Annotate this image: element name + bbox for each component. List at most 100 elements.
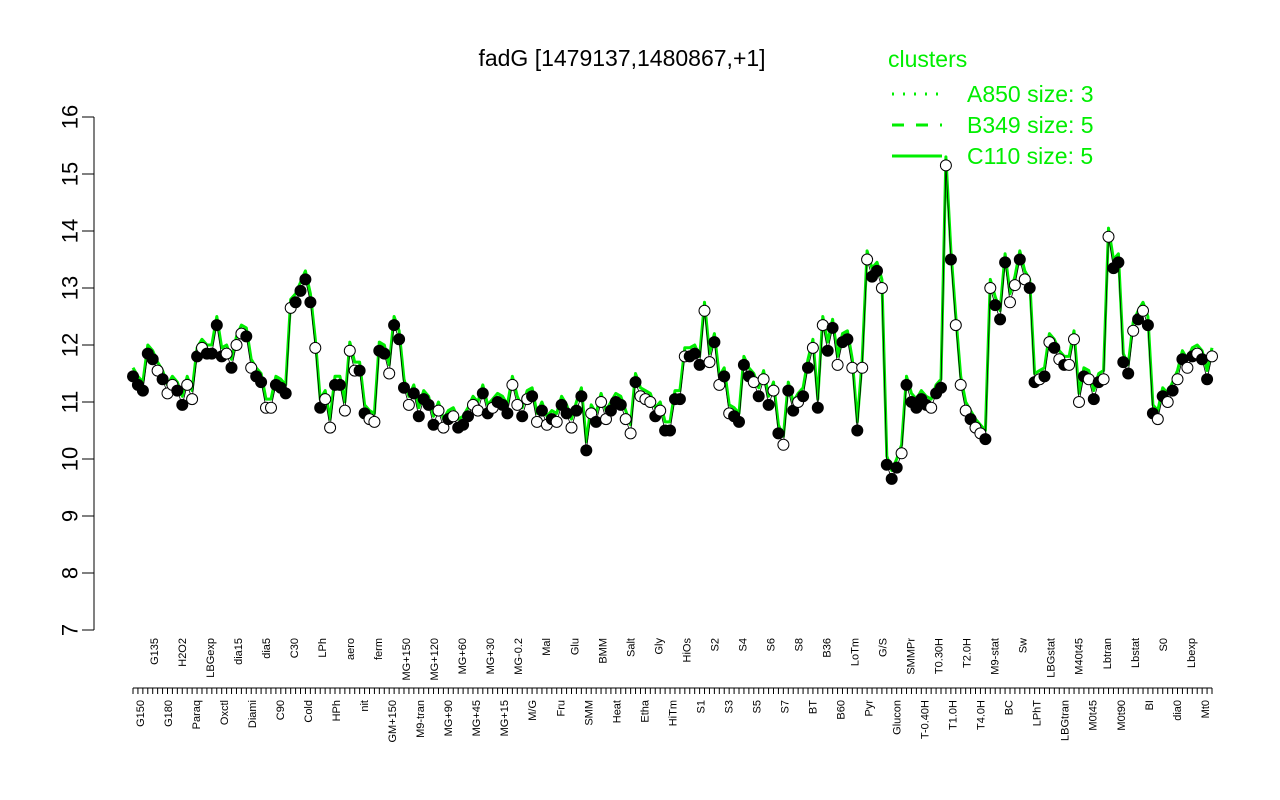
data-point <box>629 376 642 389</box>
data-point <box>737 358 750 371</box>
data-point <box>856 361 869 374</box>
data-point <box>708 336 721 349</box>
x-tick-label: MG+60 <box>457 638 469 674</box>
y-tick-label: 15 <box>58 162 83 186</box>
legend-title: clusters <box>888 46 967 72</box>
data-point <box>1206 350 1218 363</box>
data-point <box>797 390 810 403</box>
data-point <box>1102 230 1115 243</box>
data-point <box>353 364 366 377</box>
x-tick-label: B60 <box>836 700 848 720</box>
data-point <box>1068 333 1080 346</box>
data-point <box>688 347 701 360</box>
data-point <box>575 390 588 403</box>
data-point <box>1063 358 1076 371</box>
x-axis: G150 G135 G180 H2O2 Paraq LBGexp Oxctl dia15 Dia… <box>132 638 1213 743</box>
data-point <box>1201 373 1214 386</box>
y-tick-label: 16 <box>58 105 83 129</box>
x-tick-label: BI <box>1144 700 1156 710</box>
data-point <box>875 282 888 294</box>
data-point <box>1097 373 1110 386</box>
data-point <box>476 387 489 400</box>
x-tick-label: S0 <box>1158 638 1170 651</box>
x-tick-label: HiOs <box>681 638 693 663</box>
x-tick-label: T0.30H <box>934 638 946 674</box>
data-point <box>644 396 657 408</box>
data-point <box>806 341 819 354</box>
data-point <box>462 410 474 423</box>
y-axis: 7 8 9 10 11 12 13 14 15 16 <box>58 105 95 636</box>
data-point <box>550 415 563 428</box>
data-point <box>205 347 218 360</box>
data-point <box>1196 353 1209 366</box>
data-point <box>999 256 1012 269</box>
y-tick-label: 12 <box>58 333 83 357</box>
legend: clusters A850 size: 3 B349 size: 5 C110 … <box>888 46 1094 169</box>
data-point <box>319 393 332 406</box>
x-tick-label: SMMPr <box>906 638 918 675</box>
x-tick-label: C90 <box>275 700 287 720</box>
x-tick-label: S8 <box>793 638 805 651</box>
data-point <box>338 404 351 417</box>
y-tick-label: 7 <box>58 624 83 636</box>
x-tick-label: Fru <box>555 700 567 717</box>
data-point <box>333 378 346 391</box>
x-tick-label: Cold <box>303 700 315 723</box>
data-point <box>673 393 686 406</box>
series-line-c110 <box>131 155 1214 472</box>
data-point <box>831 358 844 371</box>
data-point <box>1013 253 1026 266</box>
data-point <box>767 384 780 397</box>
data-point <box>1082 373 1095 386</box>
y-tick-label: 13 <box>58 276 83 300</box>
x-tick-label: M40t45 <box>1074 638 1086 675</box>
x-tick-label: M9-tran <box>415 700 427 738</box>
data-point <box>299 273 312 286</box>
data-point <box>762 398 775 411</box>
data-point <box>393 333 406 346</box>
data-point <box>821 344 834 357</box>
x-tick-label: T-0.40H <box>920 700 932 739</box>
x-tick-label: Paraq <box>191 700 203 729</box>
data-point <box>181 378 194 391</box>
x-tick-label: dia15 <box>233 638 245 665</box>
x-tick-label: S7 <box>779 700 791 713</box>
x-tick-label: Oxctl <box>219 700 231 725</box>
data-point <box>1112 256 1125 269</box>
data-point <box>895 447 908 460</box>
x-tick-label: MG+90 <box>443 700 455 736</box>
y-tick-label: 11 <box>58 391 83 414</box>
data-point <box>703 356 716 369</box>
x-tick-label: S3 <box>723 700 735 713</box>
data-point <box>846 361 859 374</box>
data-point <box>1151 413 1164 426</box>
data-point <box>925 401 938 414</box>
legend-entry-a850: A850 size: 3 <box>967 81 1094 107</box>
data-point <box>890 461 903 474</box>
x-tick-label: T2.0H <box>962 638 974 668</box>
x-tick-label: BT <box>807 700 819 714</box>
y-tick-label: 8 <box>58 567 83 579</box>
data-point <box>1048 341 1061 354</box>
x-tick-label: G/S <box>878 638 890 657</box>
data-point <box>654 404 667 417</box>
data-point <box>265 401 277 414</box>
data-point <box>979 433 992 446</box>
x-tick-label: G180 <box>163 700 175 727</box>
data-point <box>777 438 790 451</box>
data-point <box>570 404 583 417</box>
legend-entry-c110: C110 size: 5 <box>967 143 1093 169</box>
x-tick-label: MG+150 <box>401 638 413 681</box>
data-point <box>535 404 548 417</box>
x-tick-label: SMM <box>583 700 595 726</box>
x-tick-label: Lbstat <box>1130 638 1142 668</box>
data-point <box>733 415 745 428</box>
data-point <box>1073 396 1085 408</box>
data-point <box>230 339 243 351</box>
data-point <box>880 458 893 471</box>
series-lines <box>131 155 1214 480</box>
data-point <box>595 396 608 408</box>
data-point <box>511 398 524 411</box>
data-point <box>156 373 169 386</box>
data-point <box>501 407 514 420</box>
